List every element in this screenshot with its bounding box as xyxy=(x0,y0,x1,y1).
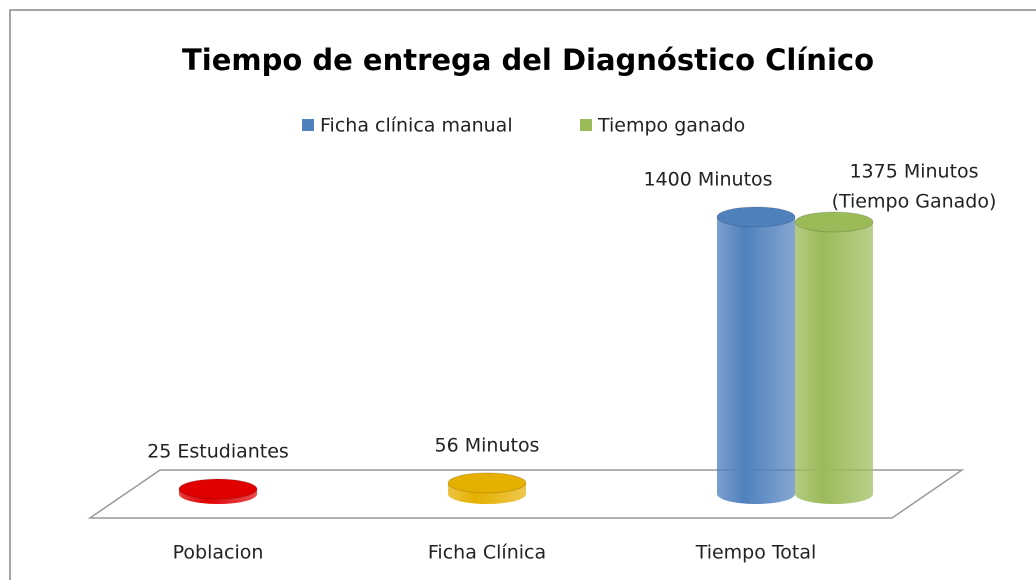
legend-swatch xyxy=(580,119,592,131)
data-label: 56 Minutos xyxy=(435,434,540,456)
cylinder-top xyxy=(794,211,874,233)
x-tick-label: Ficha Clínica xyxy=(428,542,546,564)
cylinder-top xyxy=(447,472,527,494)
legend-swatch xyxy=(302,119,314,131)
cylinder-body xyxy=(717,217,795,504)
chart-title: Tiempo de entrega del Diagnóstico Clínic… xyxy=(182,43,874,77)
x-tick-label: Poblacion xyxy=(173,542,264,564)
legend-label: Tiempo ganado xyxy=(597,115,745,137)
x-tick-label: Tiempo Total xyxy=(695,542,817,564)
cylinder-top xyxy=(178,478,258,500)
data-label: (Tiempo Ganado) xyxy=(832,190,997,212)
data-label: 1400 Minutos xyxy=(643,169,772,191)
data-label: 1375 Minutos xyxy=(849,160,978,182)
cylinder-top xyxy=(716,206,796,228)
data-label: 25 Estudiantes xyxy=(147,441,289,463)
legend-label: Ficha clínica manual xyxy=(320,115,513,137)
cylinder-body xyxy=(795,221,873,505)
